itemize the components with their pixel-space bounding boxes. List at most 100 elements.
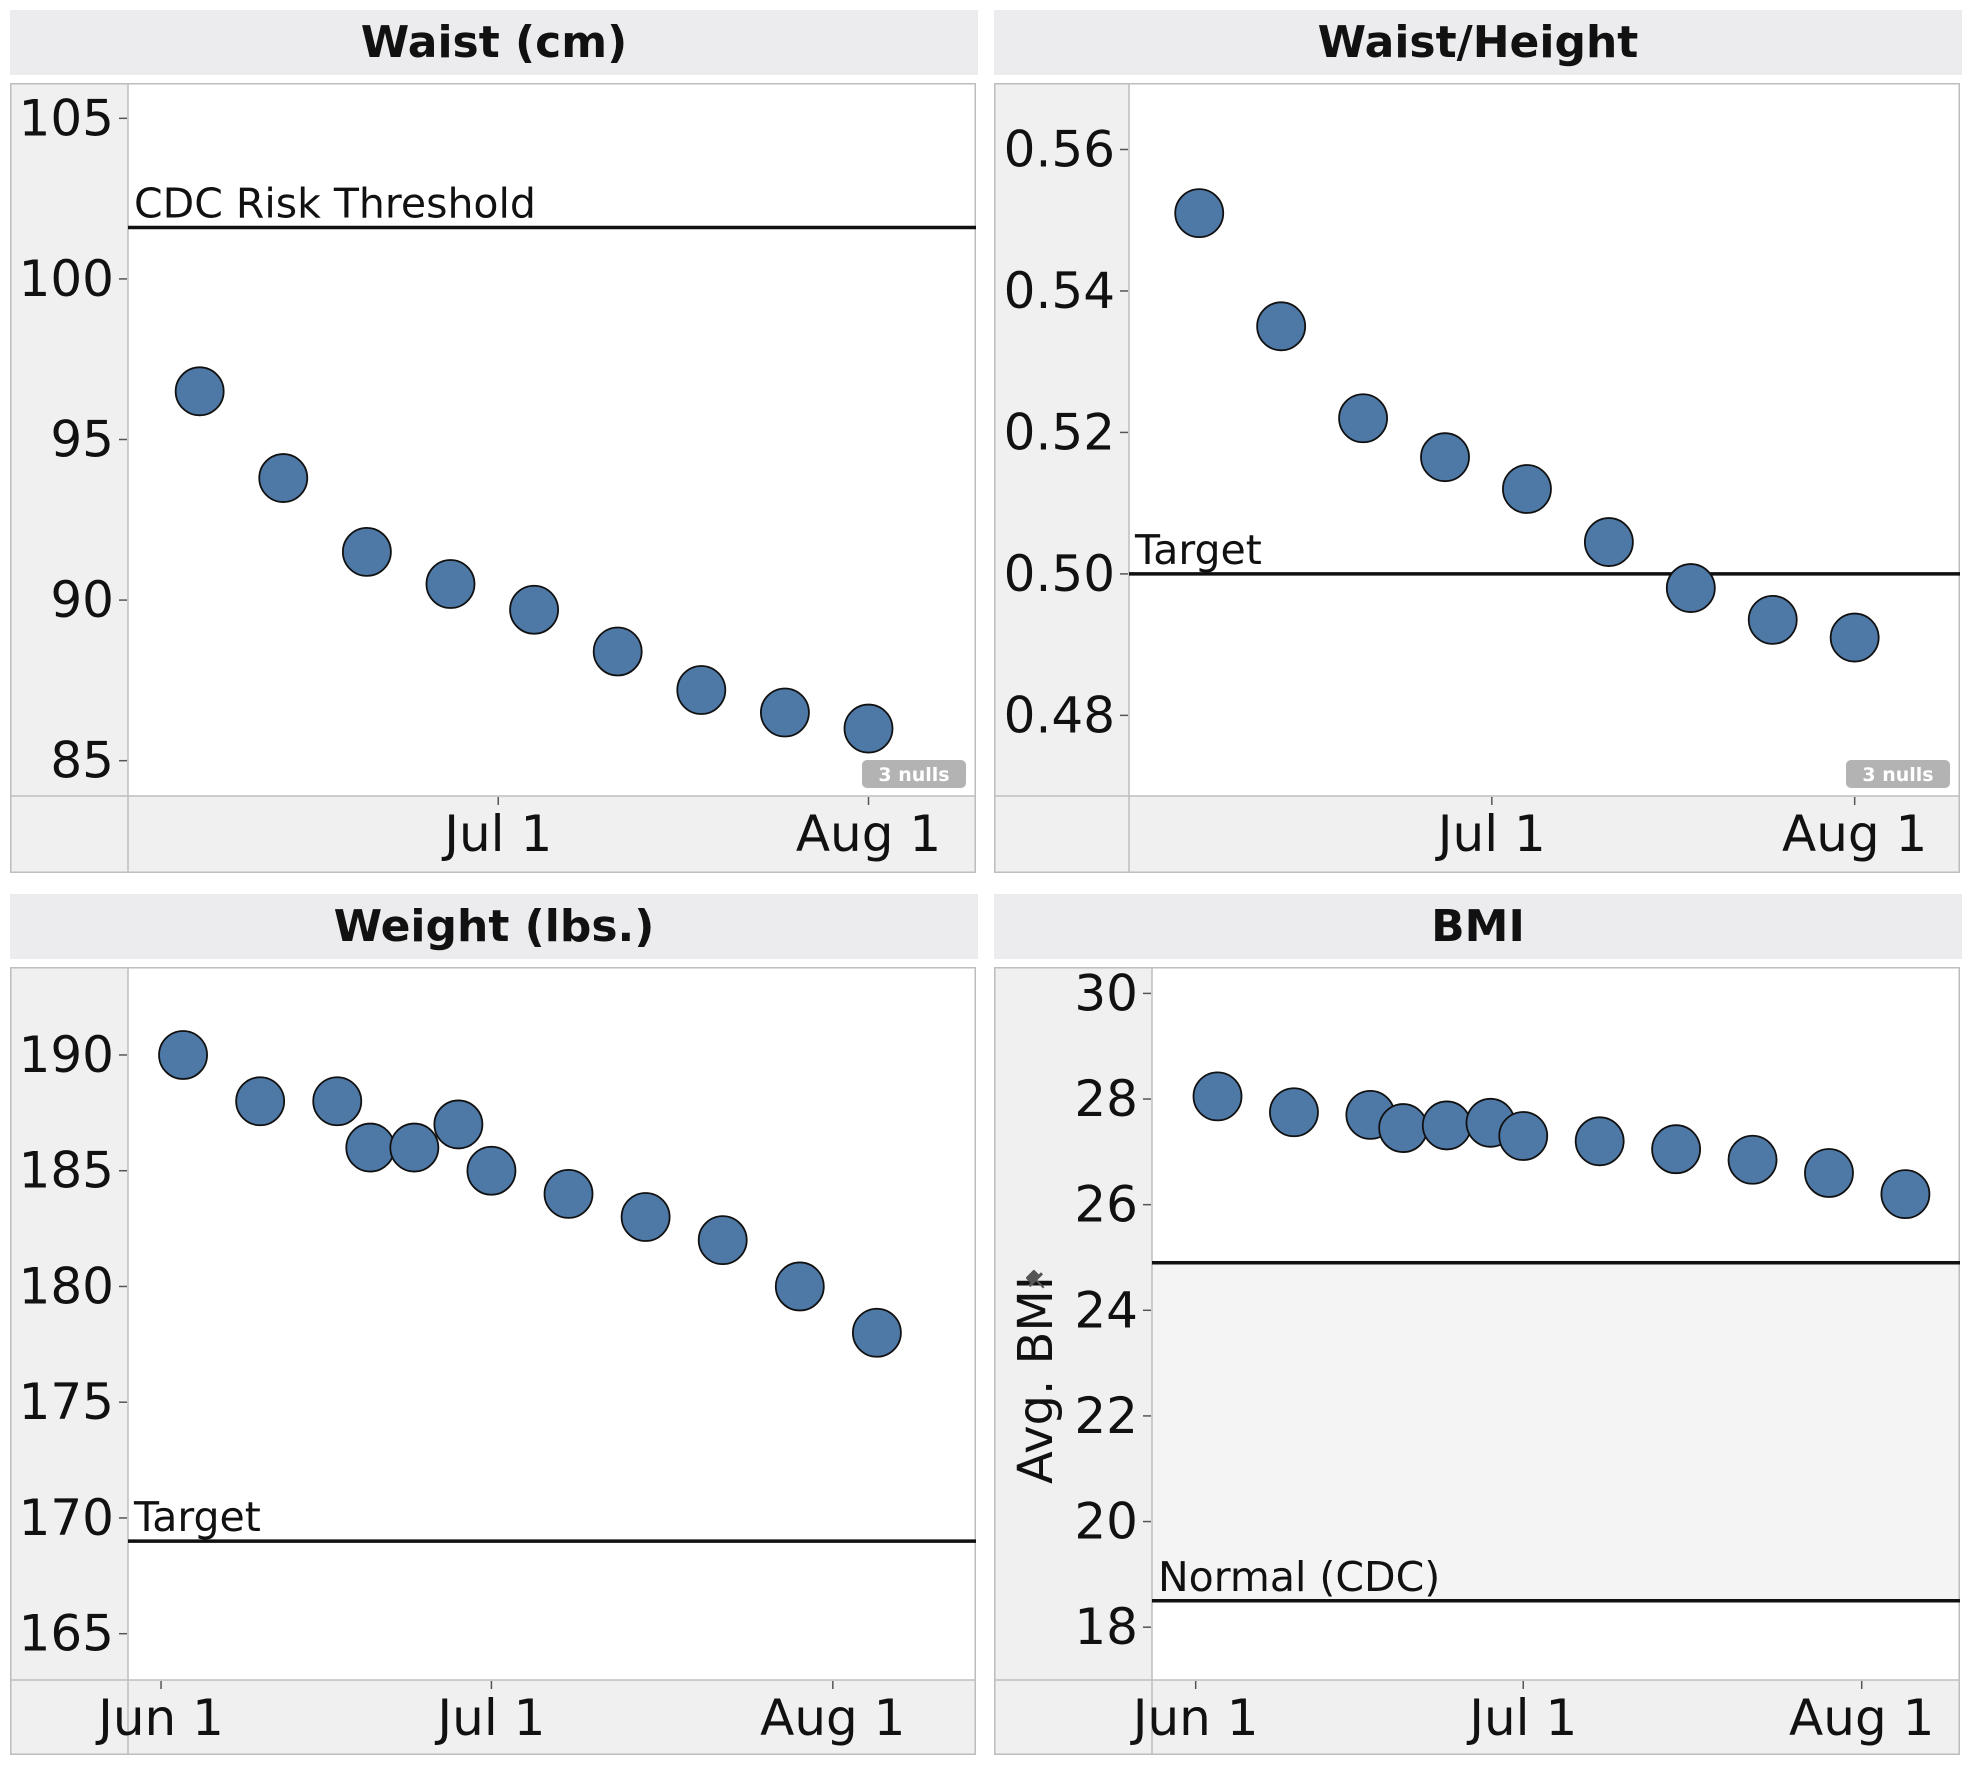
y-tick-label: 185	[19, 1142, 114, 1200]
reference-line-label: Target	[1134, 526, 1262, 574]
y-tick-label: 30	[1074, 964, 1138, 1022]
y-tick-label: 105	[19, 89, 114, 147]
y-tick-label: 165	[19, 1605, 114, 1663]
data-point[interactable]	[1192, 1071, 1243, 1122]
chart-border	[994, 83, 1960, 873]
data-point[interactable]	[760, 687, 810, 738]
data-point[interactable]	[258, 453, 309, 503]
data-point[interactable]	[389, 1122, 440, 1173]
data-point[interactable]	[1880, 1169, 1931, 1220]
pin-icon-needle	[1036, 1280, 1045, 1289]
reference-band	[1152, 1262, 1960, 1601]
pin-icon-head	[1026, 1270, 1039, 1283]
data-point[interactable]	[1665, 563, 1716, 613]
data-point[interactable]	[1574, 1116, 1625, 1167]
y-axis-background	[994, 83, 1129, 796]
x-tick-label: Jul 1	[1435, 805, 1546, 863]
chart-border	[994, 967, 1960, 1755]
data-point[interactable]	[509, 584, 559, 635]
chart-border	[10, 83, 976, 873]
plot-area	[128, 967, 976, 1680]
y-tick-label: 28	[1074, 1070, 1138, 1128]
data-point[interactable]	[1829, 612, 1880, 663]
waist-chart-panel: Waist (cm) 85 90 95 100 105 Jul 1 Aug 1 CDC Ris…	[10, 10, 978, 880]
reference-line-label: Target	[133, 1493, 261, 1541]
data-point[interactable]	[1651, 1124, 1702, 1175]
data-point[interactable]	[1583, 517, 1634, 567]
x-axis-background	[10, 1680, 976, 1755]
data-point[interactable]	[1421, 1100, 1472, 1151]
plot-area	[128, 83, 976, 796]
data-point[interactable]	[235, 1076, 286, 1127]
data-point[interactable]	[543, 1168, 594, 1219]
y-tick-label: 95	[50, 411, 114, 469]
y-tick-label: 0.54	[1004, 262, 1115, 320]
weight-chart-title: Weight (lbs.)	[10, 894, 978, 959]
weight-chart-svg: 165 170 175 180 185 190 Jun 1 Jul 1 Aug 1 Target	[10, 967, 976, 1755]
x-tick-label: Aug 1	[796, 805, 941, 863]
data-point[interactable]	[1727, 1134, 1778, 1185]
data-point[interactable]	[697, 1215, 748, 1266]
y-axis-background	[994, 967, 1152, 1680]
y-tick-label: 100	[19, 250, 114, 308]
data-point[interactable]	[1338, 393, 1388, 444]
y-tick-label: 175	[19, 1373, 114, 1431]
waist-chart-svg: 85 90 95 100 105 Jul 1 Aug 1 CDC Risk Threshold…	[10, 83, 976, 873]
data-point[interactable]	[1420, 432, 1470, 483]
data-point[interactable]	[1174, 188, 1225, 239]
bmi-chart-svg: 18 20 22 24 26 28 30 Jun 1 Jul 1 Aug 1 Normal (CDC…	[994, 964, 1960, 1755]
data-point[interactable]	[158, 1030, 208, 1080]
data-point[interactable]	[345, 1122, 396, 1173]
data-point[interactable]	[851, 1307, 902, 1358]
data-point[interactable]	[433, 1099, 484, 1150]
y-tick-label: 22	[1074, 1387, 1138, 1445]
data-point[interactable]	[312, 1076, 363, 1127]
y-tick-label: 20	[1074, 1493, 1138, 1551]
data-point[interactable]	[1269, 1087, 1319, 1138]
chart-border	[10, 967, 976, 1755]
data-point[interactable]	[341, 527, 392, 577]
data-point[interactable]	[620, 1192, 671, 1242]
y-tick-label: 170	[19, 1489, 114, 1547]
y-tick-label: 0.52	[1004, 403, 1115, 461]
y-tick-label: 0.56	[1004, 120, 1115, 178]
data-point[interactable]	[1804, 1148, 1854, 1198]
data-point[interactable]	[676, 665, 727, 715]
y-tick-label: 90	[50, 571, 114, 629]
data-point[interactable]	[425, 559, 476, 609]
data-point[interactable]	[466, 1145, 517, 1196]
x-axis-background	[994, 1680, 1960, 1755]
x-axis-background	[10, 796, 976, 873]
y-axis-background	[10, 83, 128, 796]
waist-chart-title: Waist (cm)	[10, 10, 978, 75]
nulls-badge[interactable]	[1846, 760, 1950, 788]
data-point[interactable]	[592, 626, 643, 677]
nulls-badge[interactable]	[862, 760, 966, 788]
x-axis-background	[994, 796, 1960, 873]
data-point[interactable]	[1747, 594, 1798, 645]
y-axis-title: Avg. BMI	[1008, 1276, 1064, 1484]
y-tick-label: 190	[19, 1026, 114, 1084]
y-tick-label: 26	[1074, 1176, 1138, 1234]
weight-chart-panel: Weight (lbs.) 165 170 175 180 185 190 Jun 1 Jul…	[10, 894, 978, 1762]
data-point[interactable]	[843, 703, 894, 754]
bmi-chart-title: BMI	[994, 894, 1962, 959]
x-tick-label: Aug 1	[1789, 1689, 1934, 1747]
nulls-badge-label: 3 nulls	[1862, 764, 1933, 786]
plot-area	[1129, 83, 1960, 796]
x-tick-label: Jun 1	[1130, 1689, 1259, 1747]
data-point[interactable]	[774, 1261, 825, 1312]
data-point[interactable]	[1498, 1111, 1549, 1161]
x-tick-label: Jun 1	[95, 1689, 224, 1747]
y-tick-label: 0.50	[1004, 545, 1115, 603]
reference-line-label: CDC Risk Threshold	[134, 180, 536, 228]
y-tick-label: 18	[1074, 1598, 1138, 1656]
data-point[interactable]	[1378, 1103, 1429, 1153]
pin-icon[interactable]	[1023, 1267, 1050, 1294]
data-point[interactable]	[1502, 464, 1552, 514]
y-tick-label: 180	[19, 1257, 114, 1315]
y-tick-label: 24	[1074, 1281, 1138, 1339]
data-point[interactable]	[174, 366, 225, 417]
data-point[interactable]	[1256, 301, 1307, 352]
nulls-badge-label: 3 nulls	[878, 764, 949, 786]
